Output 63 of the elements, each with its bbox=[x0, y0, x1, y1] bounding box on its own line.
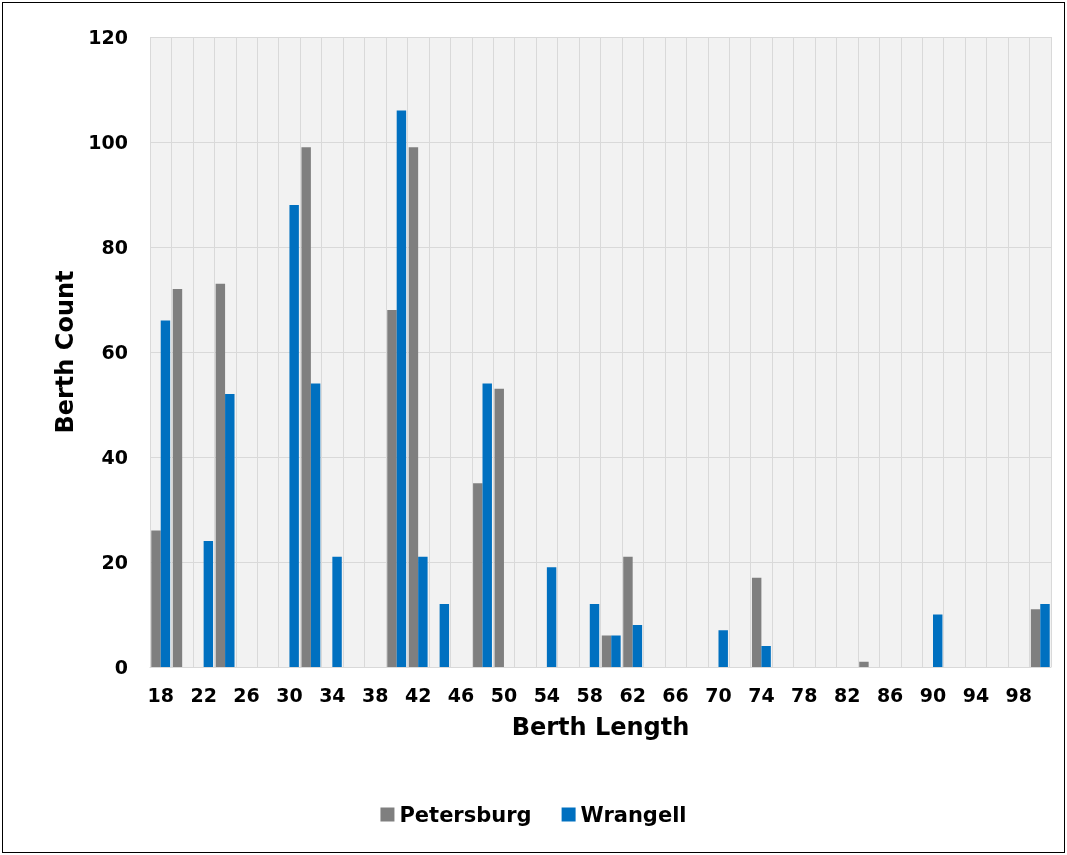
bar bbox=[160, 320, 171, 667]
bar bbox=[310, 383, 321, 667]
bar bbox=[482, 383, 492, 667]
bar bbox=[623, 556, 633, 667]
x-tick-label: 42 bbox=[404, 683, 432, 706]
bar bbox=[439, 604, 450, 667]
x-tick-label: 34 bbox=[319, 683, 346, 706]
bar bbox=[215, 283, 226, 667]
y-tick-label: 80 bbox=[101, 236, 128, 258]
x-tick-label: 38 bbox=[362, 683, 389, 706]
bar bbox=[546, 567, 557, 667]
legend-label: Wrangell bbox=[580, 802, 687, 827]
x-tick-label: 18 bbox=[147, 683, 174, 706]
bar bbox=[1040, 604, 1050, 667]
bar bbox=[494, 388, 504, 667]
bar bbox=[289, 205, 299, 667]
x-tick-label: 90 bbox=[919, 683, 947, 706]
y-tick-label: 60 bbox=[101, 341, 128, 363]
bar bbox=[751, 577, 762, 667]
x-tick-label: 70 bbox=[705, 683, 732, 706]
y-tick-label: 100 bbox=[88, 131, 128, 153]
y-tick-label: 40 bbox=[101, 446, 128, 468]
bar bbox=[408, 147, 419, 667]
bar bbox=[601, 635, 612, 667]
x-tick-label: 94 bbox=[962, 683, 990, 706]
x-tick-label: 98 bbox=[1005, 683, 1033, 706]
x-tick-label: 58 bbox=[576, 683, 603, 706]
x-tick-label: 30 bbox=[276, 683, 303, 706]
bar bbox=[632, 625, 643, 667]
x-tick-label: 78 bbox=[791, 683, 818, 706]
bar bbox=[172, 289, 183, 667]
x-tick-label: 66 bbox=[662, 683, 689, 706]
bar bbox=[933, 614, 943, 667]
x-tick-label: 62 bbox=[619, 683, 646, 706]
y-axis-title: Berth Count bbox=[51, 270, 80, 434]
bar bbox=[151, 530, 161, 667]
x-tick-label: 74 bbox=[748, 683, 775, 706]
bar bbox=[473, 483, 483, 667]
bar bbox=[718, 630, 728, 667]
legend-label: Petersburg bbox=[399, 802, 532, 827]
x-tick-label: 82 bbox=[833, 683, 861, 706]
x-tick-label: 26 bbox=[233, 683, 260, 706]
bar bbox=[859, 661, 869, 667]
y-tick-label: 120 bbox=[88, 26, 128, 48]
bar bbox=[1030, 609, 1041, 667]
x-axis-title: Berth Length bbox=[511, 713, 690, 741]
bar bbox=[332, 556, 342, 667]
x-tick-label: 50 bbox=[490, 683, 518, 706]
bar bbox=[396, 110, 407, 667]
x-tick-label: 86 bbox=[876, 683, 904, 706]
bar bbox=[418, 556, 428, 667]
y-tick-label: 0 bbox=[114, 656, 128, 678]
x-tick-label: 54 bbox=[533, 683, 561, 706]
bar bbox=[611, 635, 621, 667]
bar bbox=[387, 310, 397, 667]
y-tick-label: 20 bbox=[101, 551, 128, 573]
bar bbox=[301, 147, 311, 667]
bar bbox=[203, 541, 214, 667]
bar bbox=[225, 394, 235, 667]
bar bbox=[589, 604, 600, 667]
bar bbox=[761, 646, 771, 667]
x-tick-label: 22 bbox=[190, 683, 217, 706]
x-tick-label: 46 bbox=[447, 683, 475, 706]
